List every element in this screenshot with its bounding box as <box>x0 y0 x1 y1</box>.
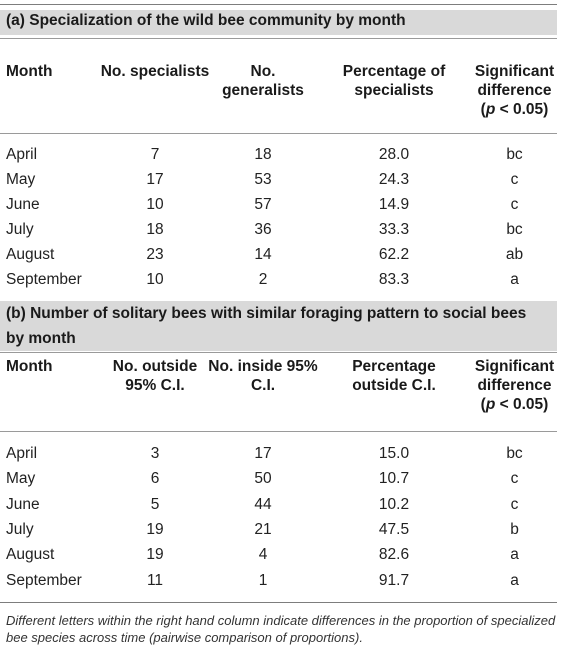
section-a-header-threshold: < 0.05) <box>495 101 549 118</box>
section-a-title-rule <box>0 38 557 39</box>
cell-count-2: 1 <box>258 571 268 589</box>
cell-count-1: 17 <box>146 171 164 188</box>
section-a-header-generalists: No. generalists <box>222 63 304 99</box>
cell-count-1: 19 <box>146 520 164 538</box>
cell-month: May <box>6 470 36 488</box>
cell-percentage: 28.0 <box>378 146 410 163</box>
cell-count-1: 3 <box>150 445 160 462</box>
section-b-title-line2: by month <box>6 330 76 347</box>
cell-significance: b <box>510 520 519 538</box>
cell-percentage: 10.7 <box>378 470 410 488</box>
cell-month: September <box>6 271 82 288</box>
cell-percentage: 10.2 <box>378 495 410 513</box>
cell-count-1: 23 <box>146 246 164 263</box>
cell-month: April <box>6 146 38 163</box>
cell-month: June <box>6 495 40 513</box>
cell-count-1: 11 <box>146 571 164 589</box>
section-b-header-paren: ( <box>480 396 486 413</box>
section-b-header-percentage: Percentage outside C.I. <box>352 358 436 394</box>
section-b-header-significance-line2: difference <box>477 377 552 394</box>
cell-count-2: 50 <box>254 470 272 488</box>
cell-month: July <box>6 221 34 238</box>
cell-significance: bc <box>506 445 523 462</box>
cell-month: September <box>6 571 82 589</box>
cell-percentage: 83.3 <box>378 271 410 288</box>
cell-count-1: 7 <box>150 146 160 163</box>
cell-month: April <box>6 445 38 462</box>
cell-significance: bc <box>506 221 523 238</box>
cell-significance: c <box>510 171 519 188</box>
cell-count-1: 10 <box>146 271 164 288</box>
section-a-header-significance-line1: Significant <box>474 63 555 80</box>
cell-count-2: 2 <box>258 271 268 288</box>
footnote: Different letters within the right hand … <box>6 613 556 645</box>
section-a-title-band <box>0 10 557 35</box>
section-b-header-p: p <box>485 396 496 413</box>
top-rule <box>0 4 557 5</box>
cell-percentage: 91.7 <box>378 571 410 589</box>
section-a-header-specialists: No. specialists <box>100 63 210 80</box>
cell-significance: c <box>510 495 519 513</box>
section-a-header-percentage: Percentage of specialists <box>342 63 446 99</box>
section-a-header-significance-line2: difference <box>477 82 552 99</box>
section-b-header-significance-line1: Significant <box>474 358 555 375</box>
bottom-rule <box>0 602 557 603</box>
cell-count-2: 36 <box>254 221 272 238</box>
cell-count-1: 18 <box>146 221 164 238</box>
cell-percentage: 82.6 <box>378 546 410 564</box>
cell-count-1: 5 <box>150 495 160 513</box>
section-a-header-rule <box>0 133 557 134</box>
section-b-header-month: Month <box>6 358 53 375</box>
section-b-header-threshold: < 0.05) <box>495 396 549 413</box>
cell-percentage: 24.3 <box>378 171 410 188</box>
cell-count-2: 21 <box>254 520 272 538</box>
section-a-header-paren: ( <box>480 101 486 118</box>
cell-count-2: 57 <box>254 196 272 213</box>
section-b-header-significance-line3: (p < 0.05) <box>467 395 562 414</box>
section-b-header-significance: Significant difference (p < 0.05) <box>467 357 562 414</box>
cell-significance: a <box>510 271 519 288</box>
cell-percentage: 47.5 <box>378 520 410 538</box>
cell-significance: a <box>510 571 519 589</box>
section-b-header-outside: No. outside 95% C.I. <box>112 358 198 394</box>
cell-percentage: 14.9 <box>378 196 410 213</box>
cell-month: May <box>6 171 36 188</box>
section-b-title-rule <box>0 352 557 353</box>
section-a-header-significance: Significant difference (p < 0.05) <box>467 62 562 119</box>
cell-count-1: 19 <box>146 546 164 564</box>
cell-count-2: 4 <box>258 546 268 564</box>
section-a-header-significance-line3: (p < 0.05) <box>467 100 562 119</box>
cell-month: August <box>6 546 55 564</box>
cell-significance: a <box>510 546 519 564</box>
section-a-header-p: p <box>485 101 496 118</box>
section-b-title-line1: (b) Number of solitary bees with similar… <box>6 305 527 322</box>
cell-count-1: 6 <box>150 470 160 488</box>
cell-count-2: 18 <box>254 146 272 163</box>
cell-month: August <box>6 246 55 263</box>
cell-count-2: 17 <box>254 445 272 462</box>
cell-count-2: 53 <box>254 171 272 188</box>
cell-count-1: 10 <box>146 196 164 213</box>
section-b-header-rule <box>0 431 557 432</box>
cell-month: July <box>6 520 34 538</box>
cell-count-2: 44 <box>254 495 272 513</box>
cell-significance: ab <box>505 246 524 263</box>
section-a-title: (a) Specialization of the wild bee commu… <box>6 12 406 29</box>
section-b-title-band <box>0 301 557 351</box>
cell-percentage: 33.3 <box>378 221 410 238</box>
cell-significance: c <box>510 470 519 488</box>
cell-significance: bc <box>506 146 523 163</box>
cell-percentage: 15.0 <box>378 445 410 462</box>
cell-percentage: 62.2 <box>378 246 410 263</box>
cell-significance: c <box>510 196 519 213</box>
section-a-header-month: Month <box>6 63 53 80</box>
section-b-header-inside: No. inside 95% C.I. <box>208 358 318 394</box>
cell-month: June <box>6 196 40 213</box>
cell-count-2: 14 <box>254 246 272 263</box>
